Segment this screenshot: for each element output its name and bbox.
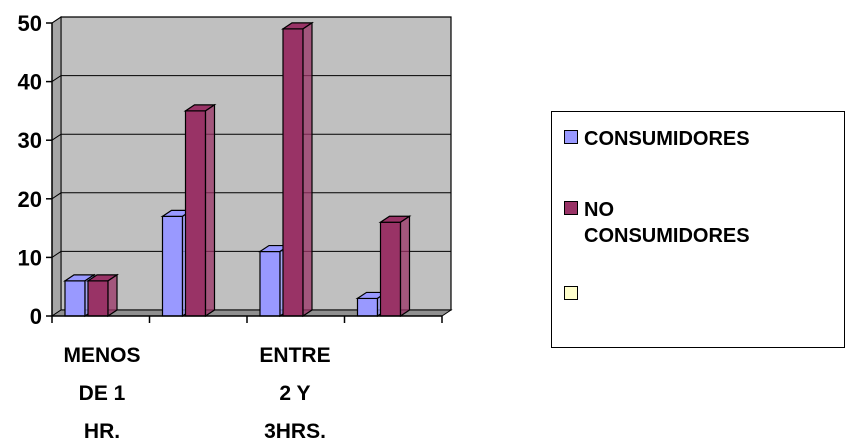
bar [86, 273, 119, 318]
y-tick-label: 40 [18, 70, 42, 95]
bar-front [379, 221, 402, 317]
y-tick-label: 20 [18, 187, 42, 212]
bar [281, 21, 314, 318]
legend-swatch-consumidores [564, 130, 578, 144]
bar-front [356, 297, 379, 317]
gridline [51, 192, 451, 200]
gridline [51, 133, 451, 141]
bar-side [399, 215, 411, 318]
bar-front [184, 110, 207, 317]
bar-side [107, 273, 118, 318]
gridline [51, 16, 451, 24]
x-category-label: ENTRE 2 Y 3HRS. [259, 344, 330, 443]
bar-front [282, 28, 304, 317]
axes [46, 22, 443, 323]
bars [63, 21, 412, 318]
bar-side [204, 103, 216, 318]
legend-item-empty [564, 282, 824, 300]
gridline [51, 75, 451, 83]
legend-swatch-empty [564, 286, 578, 300]
axis-labels: 0 10 20 30 40 50 MENOS DE 1 HR. ENTRE 2 Y 3HRS. [18, 11, 331, 443]
y-tick-label: 30 [18, 128, 42, 153]
y-tick-label: 50 [18, 11, 42, 36]
bar-front [161, 215, 184, 317]
legend: CONSUMIDORES NO CONSUMIDORES [551, 111, 845, 348]
bar [183, 103, 217, 318]
bar [378, 215, 412, 318]
gridline [51, 250, 451, 258]
bar-side [302, 21, 313, 318]
bar-front [64, 280, 86, 317]
y-tick-label: 10 [18, 245, 42, 270]
plot-side-wall [51, 16, 62, 317]
x-category-label: MENOS DE 1 HR. [63, 344, 140, 443]
legend-swatch-no-consumidores [564, 201, 578, 215]
y-tick-label: 0 [30, 304, 42, 329]
bar-front [87, 280, 109, 317]
legend-label-consumidores: CONSUMIDORES [584, 128, 750, 150]
legend-item-no-consumidores: NO CONSUMIDORES [564, 197, 824, 249]
legend-label-no-consumidores: NO CONSUMIDORES [584, 199, 750, 247]
legend-item-consumidores: CONSUMIDORES [564, 126, 824, 152]
bar-front [259, 250, 281, 317]
